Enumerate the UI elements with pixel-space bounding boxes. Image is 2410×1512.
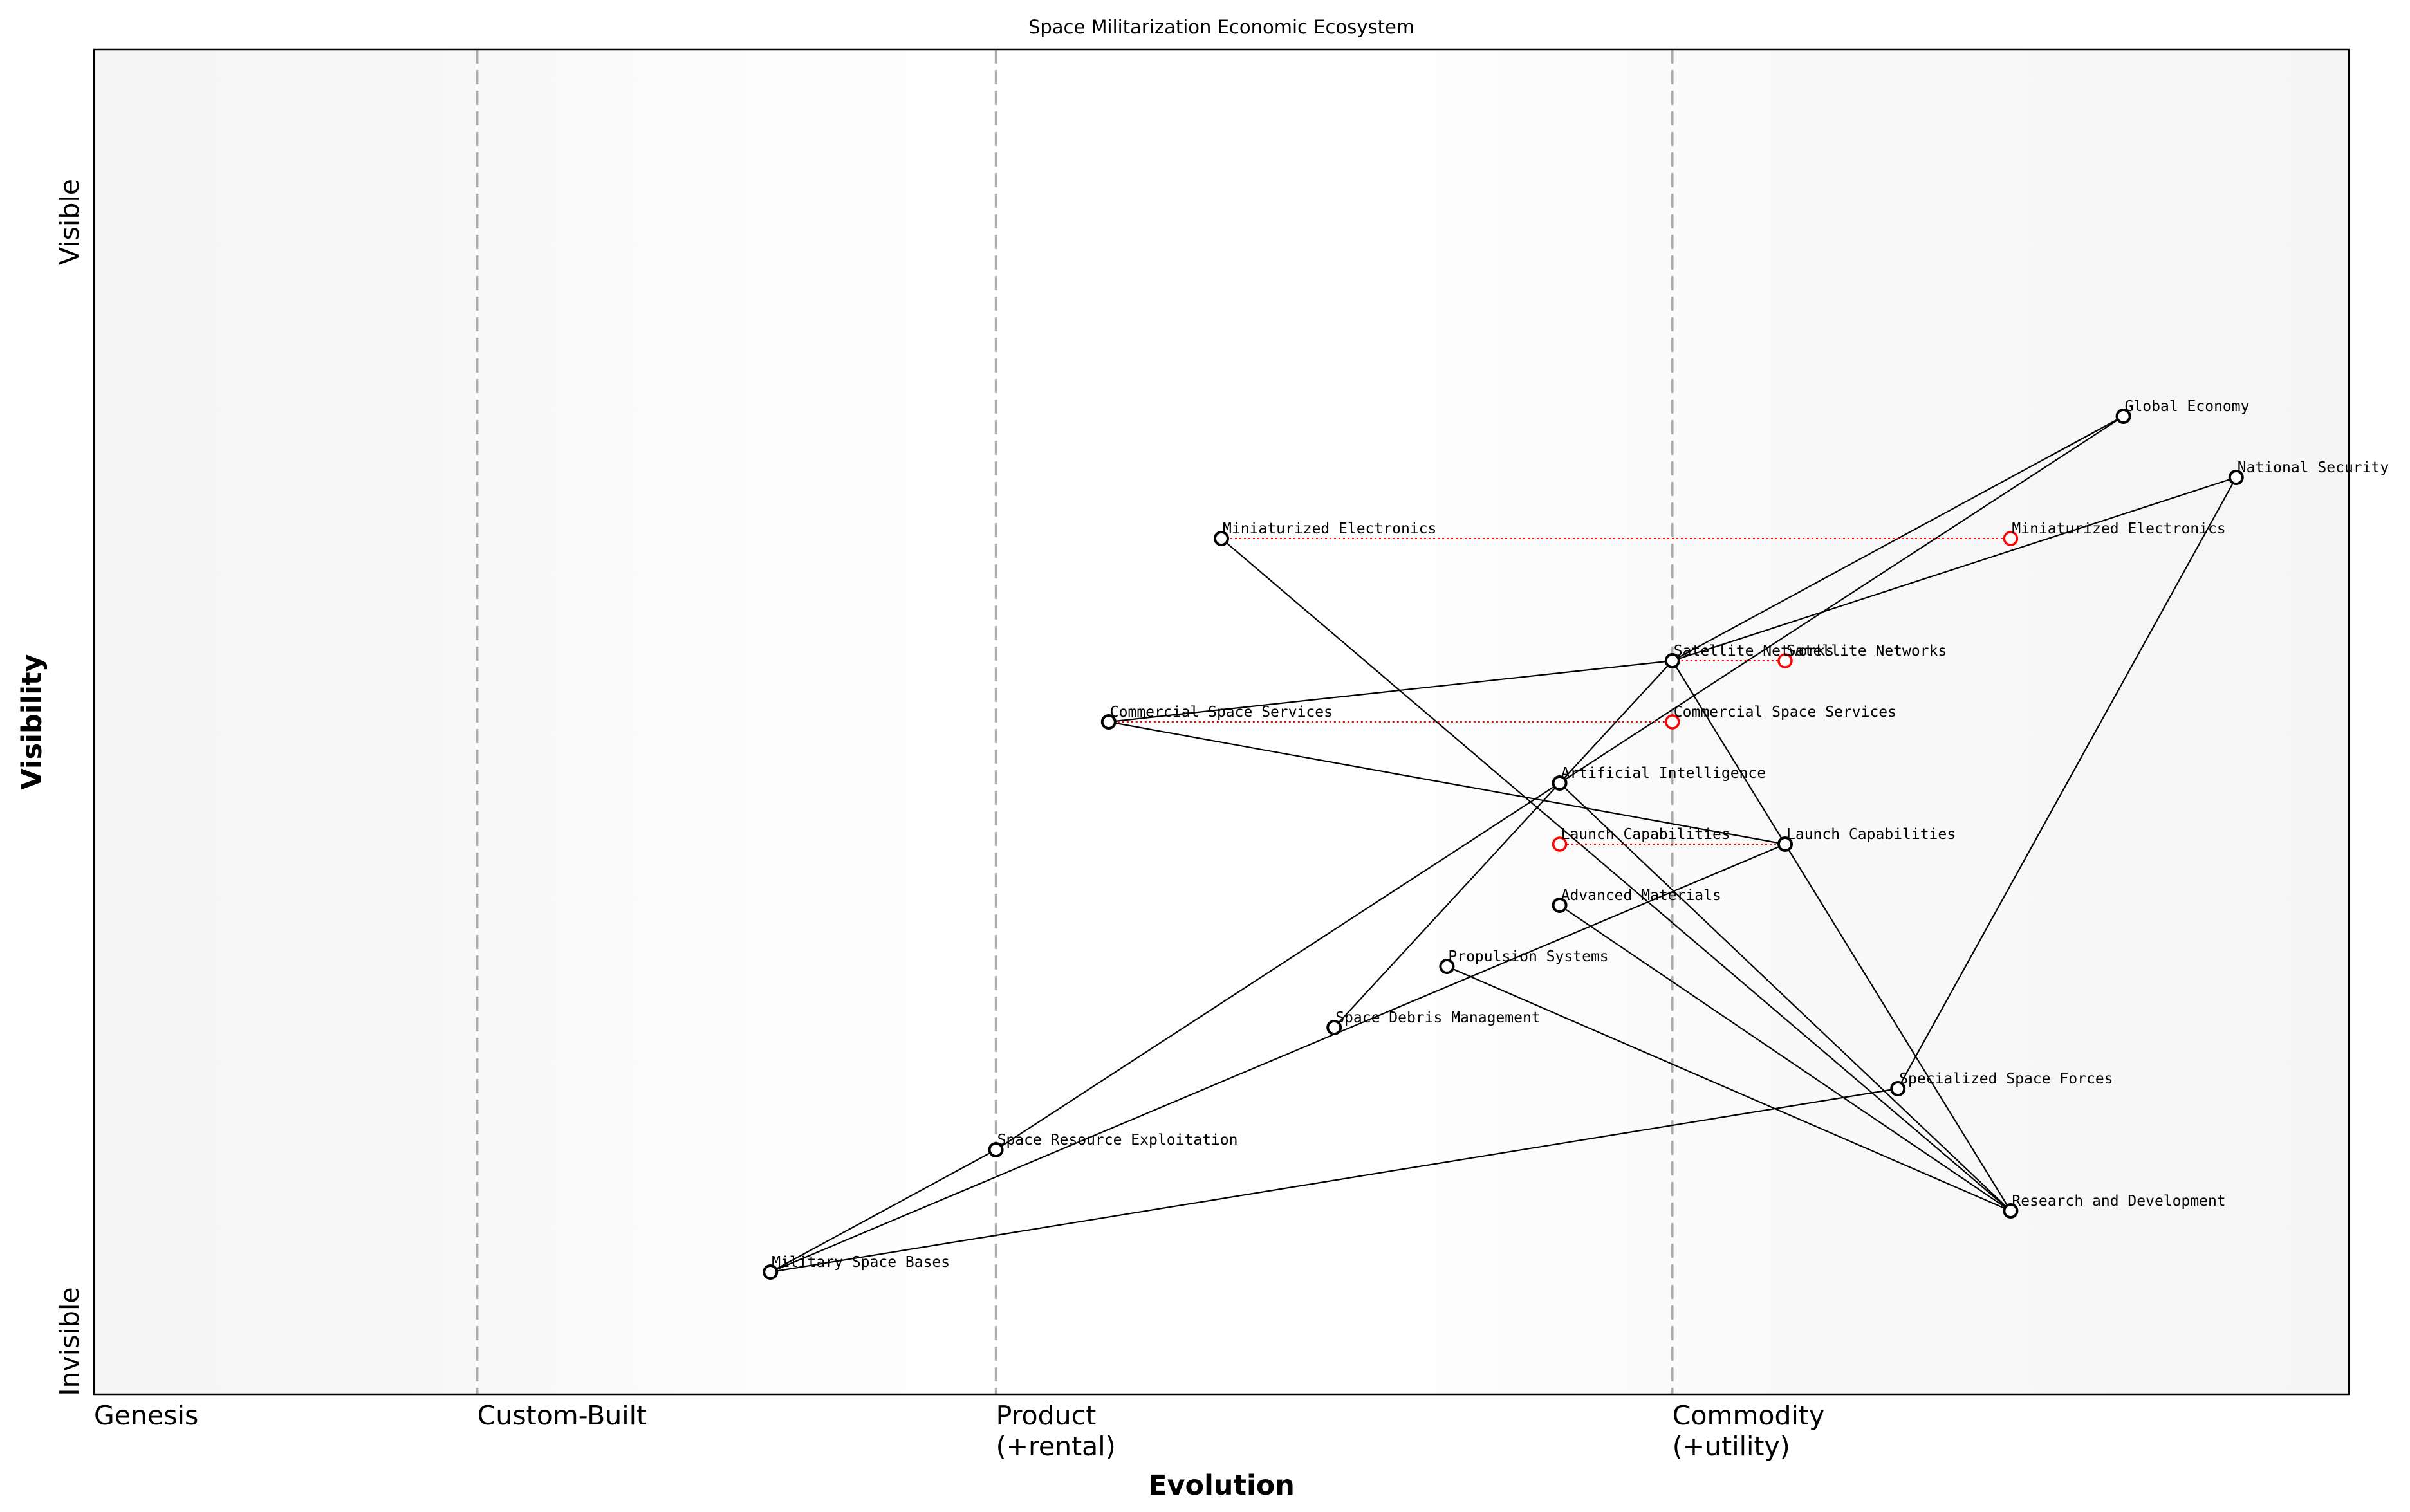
- dependency-link: [1671, 660, 1786, 845]
- component-marker: [1326, 1020, 1342, 1035]
- component-label: Specialized Space Forces: [1899, 1071, 2113, 1087]
- x-stage-label-line: Genesis: [94, 1400, 198, 1431]
- evolved-component-label: Launch Capabilities: [1561, 826, 1730, 843]
- evolved-component-marker: [1665, 714, 1680, 730]
- y-axis-label: Visibility: [16, 654, 48, 789]
- dependency-link: [1559, 416, 2124, 784]
- component-marker: [1552, 898, 1568, 913]
- x-stage-label-line: Custom-Built: [477, 1400, 647, 1431]
- dependency-link: [770, 1087, 1898, 1273]
- evolved-component-label: Commercial Space Services: [1674, 704, 1896, 721]
- component-label: Space Resource Exploitation: [997, 1132, 1238, 1148]
- dependency-link: [770, 843, 1786, 1273]
- component-marker: [1890, 1081, 1906, 1096]
- x-stage-label-line: (+rental): [996, 1431, 1116, 1462]
- component-marker: [2115, 409, 2131, 424]
- dependency-link: [1559, 782, 2012, 1212]
- dependency-link: [1221, 538, 2012, 1212]
- component-label: Global Economy: [2125, 398, 2250, 415]
- component-marker: [763, 1264, 779, 1280]
- component-label: Launch Capabilities: [1786, 826, 1956, 843]
- component-marker: [2003, 1203, 2019, 1219]
- dependency-link: [1672, 476, 2237, 662]
- dependency-link: [1897, 477, 2237, 1089]
- dependency-link: [1559, 905, 2012, 1212]
- component-marker: [988, 1142, 1004, 1157]
- dependency-link: [1446, 965, 2011, 1212]
- evolved-component-label: Miniaturized Electronics: [2012, 521, 2225, 537]
- component-marker: [1100, 714, 1117, 730]
- component-label: Commercial Space Services: [1110, 704, 1333, 721]
- x-stage-label-line: Commodity: [1673, 1400, 1824, 1431]
- dependency-link: [1333, 660, 1673, 1028]
- y-label-visible: Visible: [54, 179, 85, 265]
- chart-title: Space Militarization Economic Ecosystem: [1028, 16, 1414, 38]
- evolved-component-marker: [1777, 653, 1793, 668]
- dependency-link: [770, 1149, 997, 1273]
- component-label: Research and Development: [2012, 1193, 2225, 1210]
- x-stage-label-line: (+utility): [1673, 1431, 1790, 1462]
- component-marker: [1664, 653, 1680, 668]
- x-stage-label: Genesis: [94, 1400, 198, 1431]
- component-marker: [1777, 836, 1793, 852]
- component-label: Propulsion Systems: [1448, 948, 1608, 965]
- x-stage-label-line: Product: [996, 1400, 1097, 1431]
- component-label: Military Space Bases: [772, 1254, 950, 1271]
- component-label: Artificial Intelligence: [1561, 765, 1766, 782]
- component-marker: [2228, 470, 2244, 485]
- component-label: Space Debris Management: [1335, 1010, 1541, 1026]
- component-label: Miniaturized Electronics: [1223, 521, 1436, 537]
- component-marker: [1439, 959, 1455, 974]
- dependency-link: [1784, 844, 2012, 1212]
- evolved-component-marker: [1552, 836, 1568, 852]
- x-stage-label: Product (+rental): [996, 1400, 1116, 1462]
- x-stage-label: Commodity (+utility): [1673, 1400, 1824, 1462]
- dependency-link: [1108, 721, 1786, 845]
- component-label: National Security: [2238, 459, 2389, 476]
- component-marker: [1214, 531, 1229, 546]
- y-label-invisible: Invisible: [54, 1287, 85, 1396]
- evolved-component-label: Satellite Networks: [1786, 643, 1947, 659]
- dependency-link: [996, 782, 1561, 1150]
- component-label: Satellite Networks: [1674, 643, 1834, 659]
- x-axis-label: Evolution: [1148, 1470, 1295, 1502]
- dependency-link: [1108, 659, 1673, 723]
- plot-frame: [93, 48, 2350, 1396]
- component-label: Advanced Materials: [1561, 887, 1721, 904]
- x-stage-label: Custom-Built: [477, 1400, 647, 1431]
- component-marker: [1552, 775, 1568, 791]
- evolved-component-marker: [2003, 531, 2019, 546]
